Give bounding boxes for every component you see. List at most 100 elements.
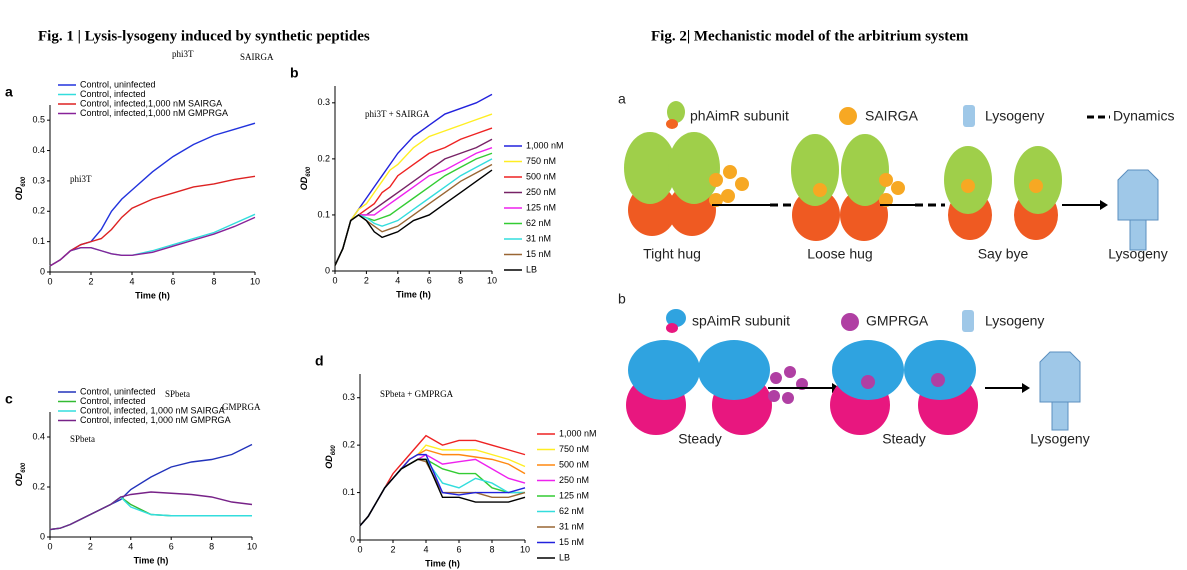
legend-text: Lysogeny xyxy=(985,313,1044,329)
x-tick-label: 8 xyxy=(211,276,216,286)
tight-hug xyxy=(624,132,720,236)
y-tick-label: 0.2 xyxy=(317,153,330,163)
x-tick-label: 8 xyxy=(489,544,494,554)
legend-text: Control, infected xyxy=(80,89,146,99)
legend-text: Control, uninfected xyxy=(80,386,156,396)
panel-label: c xyxy=(5,391,13,407)
x-tick-label: 6 xyxy=(169,541,174,551)
y-axis-label: OD600 xyxy=(324,445,336,469)
series-line xyxy=(49,216,256,267)
x-tick-label: 10 xyxy=(247,541,257,551)
legend-text: 31 nM xyxy=(526,233,551,243)
legend-text: 125 nM xyxy=(526,202,556,212)
legend-text: SAIRGA xyxy=(865,108,919,124)
x-tick-label: 2 xyxy=(390,544,395,554)
lysogeny-icon xyxy=(1117,169,1159,251)
x-tick-label: 2 xyxy=(88,276,93,286)
y-tick-label: 0.3 xyxy=(317,97,330,107)
y-axis-label-main: OD xyxy=(299,176,309,190)
legend-text: 1,000 nM xyxy=(526,140,564,150)
y-tick-label: 0.2 xyxy=(342,440,355,450)
y-axis-label-main: OD xyxy=(324,455,334,469)
state-label: Lysogeny xyxy=(1108,246,1167,262)
steady-1 xyxy=(626,340,772,435)
state-label: Tight hug xyxy=(643,246,701,262)
legend-text: 250 nM xyxy=(526,187,556,197)
x-tick-label: 6 xyxy=(427,275,432,285)
annotation: phi3T xyxy=(70,174,92,184)
series-line xyxy=(334,93,493,266)
y-tick-label: 0 xyxy=(325,265,330,275)
series-line xyxy=(49,496,252,531)
legend-text: LB xyxy=(559,552,570,562)
y-axis-label-main: OD xyxy=(14,472,24,486)
y-tick-label: 0 xyxy=(40,266,45,276)
annotation: phi3T + SAIRGA xyxy=(365,109,430,119)
y-axis-label-sub: 600 xyxy=(306,166,312,177)
legend-text: Control, infected,1,000 nM GMPRGA xyxy=(80,108,228,118)
legend-text: Control, infected,1,000 nM SAIRGA xyxy=(80,98,222,108)
series-line xyxy=(49,491,253,531)
x-axis-label: Time (h) xyxy=(425,558,460,568)
legend-text: 31 nM xyxy=(559,521,584,531)
y-tick-label: 0 xyxy=(350,534,355,544)
series-line xyxy=(49,443,253,531)
x-axis-label: Time (h) xyxy=(396,289,431,299)
legend-text: 62 nM xyxy=(559,506,584,516)
legend-text: 125 nM xyxy=(559,490,589,500)
series-line xyxy=(334,113,493,266)
y-axis-label-sub: 600 xyxy=(21,462,27,473)
x-tick-label: 0 xyxy=(47,541,52,551)
y-tick-label: 0.1 xyxy=(342,487,355,497)
x-tick-label: 8 xyxy=(209,541,214,551)
y-axis-label: OD600 xyxy=(299,166,311,190)
x-tick-label: 4 xyxy=(423,544,428,554)
steady-2 xyxy=(830,340,978,435)
icon xyxy=(839,107,857,125)
legend-text: LB xyxy=(526,264,537,274)
x-axis-label: Time (h) xyxy=(134,555,169,565)
y-axis-label-main: OD xyxy=(14,186,24,200)
panel-label: b xyxy=(618,291,626,307)
say-bye xyxy=(944,146,1062,240)
legend-text: phAimR subunit xyxy=(690,108,789,124)
y-tick-label: 0 xyxy=(40,531,45,541)
y-tick-label: 0.2 xyxy=(32,206,45,216)
legend-text: Control, uninfected xyxy=(80,79,156,89)
legend-text: 750 nM xyxy=(526,156,556,166)
annotation: SPbeta xyxy=(70,434,95,444)
x-tick-label: 6 xyxy=(170,276,175,286)
state-label: Say bye xyxy=(978,246,1029,262)
x-tick-label: 0 xyxy=(357,544,362,554)
legend-text: Control, infected, 1,000 nM SAIRGA xyxy=(80,405,225,415)
series-line xyxy=(359,458,526,527)
icon xyxy=(963,105,975,127)
y-tick-label: 0.3 xyxy=(32,175,45,185)
x-tick-label: 4 xyxy=(129,276,134,286)
legend-text: 15 nM xyxy=(559,537,584,547)
annotation: SPbeta + GMPRGA xyxy=(380,389,454,399)
series-line xyxy=(334,169,493,266)
x-tick-label: 10 xyxy=(487,275,497,285)
icon xyxy=(667,101,685,123)
series-line xyxy=(49,213,256,267)
state-label: Steady xyxy=(882,431,926,447)
panel-label: b xyxy=(290,65,299,81)
panel-label: a xyxy=(5,84,13,100)
lysogeny-icon xyxy=(1039,351,1081,431)
y-tick-label: 0.4 xyxy=(32,145,45,155)
y-tick-label: 0.5 xyxy=(32,115,45,125)
x-tick-label: 0 xyxy=(332,275,337,285)
state-label: Steady xyxy=(678,431,722,447)
legend-text: Control, infected, 1,000 nM GMPRGA xyxy=(80,415,231,425)
y-tick-label: 0.4 xyxy=(32,431,45,441)
x-tick-label: 2 xyxy=(88,541,93,551)
legend-text: Lysogeny xyxy=(985,108,1044,124)
panel-label: d xyxy=(315,353,324,369)
x-tick-label: 6 xyxy=(456,544,461,554)
y-tick-label: 0.2 xyxy=(32,481,45,491)
x-tick-label: 4 xyxy=(395,275,400,285)
legend-text: 500 nM xyxy=(559,459,589,469)
y-tick-label: 0.3 xyxy=(342,392,355,402)
